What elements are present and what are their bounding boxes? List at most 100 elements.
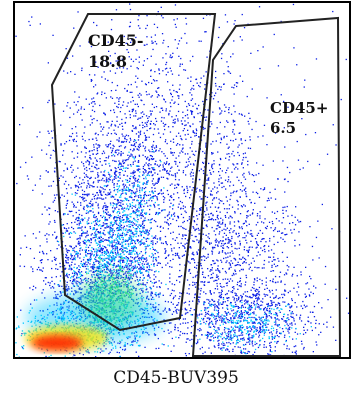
event-dot [232, 275, 233, 276]
event-dot [119, 202, 120, 203]
event-dot [289, 348, 290, 349]
event-dot [154, 147, 155, 148]
event-dot [151, 171, 152, 172]
event-dot [168, 126, 169, 127]
event-dot [167, 158, 168, 159]
event-dot [130, 189, 131, 190]
event-dot [239, 335, 240, 336]
event-dot [174, 119, 175, 120]
event-dot [182, 245, 183, 246]
event-dot [56, 237, 57, 238]
event-dot [163, 199, 164, 200]
event-dot [106, 219, 107, 220]
event-dot [118, 107, 119, 108]
event-dot [112, 150, 113, 151]
event-dot [98, 261, 99, 262]
event-dot [287, 216, 288, 217]
event-dot [124, 113, 125, 114]
event-dot [186, 342, 187, 343]
event-dot [248, 351, 249, 352]
event-dot [167, 143, 168, 144]
event-dot [157, 198, 158, 199]
event-dot [47, 259, 48, 260]
event-dot [181, 275, 182, 276]
event-dot [223, 229, 224, 230]
event-dot [254, 278, 255, 279]
event-dot [269, 222, 270, 223]
event-dot [43, 253, 44, 254]
event-dot [247, 312, 248, 313]
event-dot [169, 206, 170, 207]
event-dot [168, 223, 169, 224]
event-dot [102, 217, 103, 218]
event-dot [86, 170, 87, 171]
event-dot [138, 19, 139, 20]
event-dot [320, 332, 321, 333]
event-dot [80, 202, 81, 203]
event-dot [307, 282, 308, 283]
event-dot [253, 175, 254, 176]
event-dot [327, 154, 328, 155]
event-dot [247, 291, 248, 292]
event-dot [82, 139, 83, 140]
event-dot [245, 205, 246, 206]
event-dot [248, 255, 249, 256]
event-dot [210, 292, 211, 293]
event-dot [252, 212, 253, 213]
event-dot [269, 291, 270, 292]
event-dot [293, 267, 294, 268]
event-dot [276, 289, 277, 290]
event-dot [190, 137, 191, 138]
event-dot [243, 293, 244, 294]
event-dot [154, 128, 155, 129]
event-dot [145, 230, 146, 231]
event-dot [110, 96, 111, 97]
event-dot [319, 164, 320, 165]
event-dot [83, 241, 84, 242]
event-dot [212, 227, 213, 228]
event-dot [71, 165, 72, 166]
event-dot [159, 148, 160, 149]
event-dot [272, 223, 273, 224]
event-dot [134, 199, 135, 200]
event-dot [76, 273, 77, 274]
event-dot [229, 107, 230, 108]
event-dot [80, 114, 81, 115]
event-dot [151, 96, 152, 97]
event-dot [31, 266, 32, 267]
event-dot [178, 276, 179, 277]
event-dot [229, 281, 230, 282]
event-dot [178, 43, 179, 44]
event-dot [346, 298, 347, 299]
event-dot [166, 161, 167, 162]
event-dot [143, 168, 144, 169]
event-dot [256, 300, 257, 301]
event-dot [264, 312, 265, 313]
event-dot [330, 317, 331, 318]
event-dot [111, 349, 112, 350]
event-dot [180, 276, 181, 277]
event-dot [152, 156, 153, 157]
event-dot [89, 245, 90, 246]
event-dot [263, 264, 264, 265]
event-dot [256, 343, 257, 344]
event-dot [131, 59, 132, 60]
event-dot [79, 223, 80, 224]
event-dot [178, 255, 179, 256]
event-dot [20, 266, 21, 267]
event-dot [67, 252, 68, 253]
event-dot [99, 105, 100, 106]
event-dot [185, 323, 186, 324]
event-dot [193, 216, 194, 217]
event-dot [201, 314, 202, 315]
event-dot [251, 329, 252, 330]
event-dot [229, 156, 230, 157]
event-dot [273, 298, 274, 299]
event-dot [319, 257, 320, 258]
event-dot [79, 257, 80, 258]
event-dot [84, 126, 85, 127]
event-dot [174, 284, 175, 285]
event-dot [173, 142, 174, 143]
event-dot [245, 282, 246, 283]
event-dot [56, 276, 57, 277]
